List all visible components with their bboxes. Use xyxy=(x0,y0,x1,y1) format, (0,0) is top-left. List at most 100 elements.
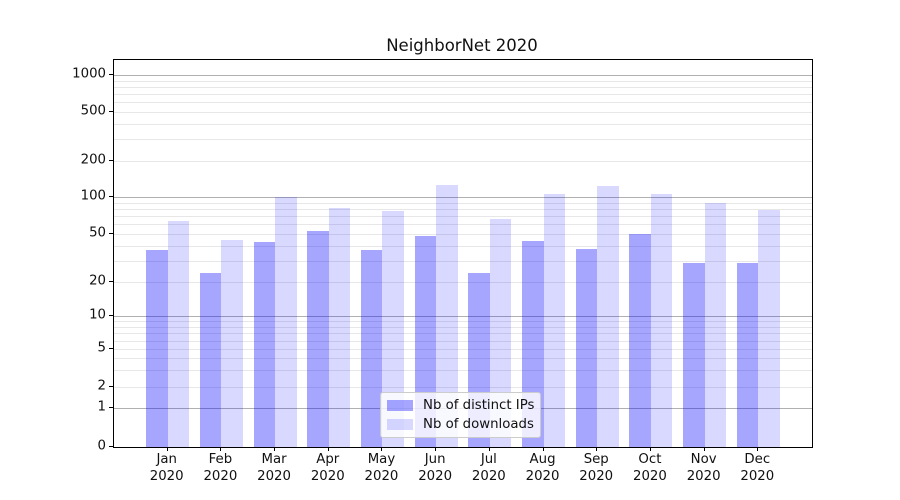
x-tick-year: 2020 xyxy=(471,468,506,484)
x-tick-month: Dec xyxy=(744,452,771,467)
y-tick-mark xyxy=(109,232,113,234)
gridline-minor xyxy=(114,216,812,218)
gridline-minor xyxy=(114,86,812,88)
x-tick-month: Jul xyxy=(480,452,497,467)
x-tick-month: Mar xyxy=(261,452,287,467)
x-tick-label: Jan 2020 xyxy=(132,452,202,485)
bar-nb-of-downloads-aug xyxy=(543,193,566,447)
gridline-minor xyxy=(114,111,812,113)
gridline-minor xyxy=(114,370,812,372)
x-tick-year: 2020 xyxy=(525,468,560,484)
x-tick-year: 2020 xyxy=(740,468,775,484)
bar-nb-of-downloads-jan xyxy=(167,220,190,447)
x-tick-month: Oct xyxy=(638,452,662,467)
x-tick-mark xyxy=(327,447,329,451)
x-tick-year: 2020 xyxy=(257,468,291,484)
x-tick-label: Apr 2020 xyxy=(293,452,363,485)
gridline-minor xyxy=(114,349,812,351)
gridline-major xyxy=(114,75,812,76)
bar-nb-of-downloads-dec xyxy=(758,209,780,447)
x-tick-label: May 2020 xyxy=(346,452,416,485)
gridline-minor xyxy=(114,209,812,211)
bar-nb-of-distinct-ips-may xyxy=(360,249,383,447)
y-tick-mark xyxy=(109,348,113,350)
x-tick-label: Aug 2020 xyxy=(508,452,578,485)
x-tick-mark xyxy=(757,447,759,451)
bar-nb-of-distinct-ips-mar xyxy=(253,241,276,447)
bar-nb-of-downloads-mar xyxy=(275,197,297,447)
plot-area xyxy=(113,59,813,448)
y-tick-mark xyxy=(109,196,113,198)
x-tick-year: 2020 xyxy=(579,468,614,484)
x-tick-month: Sep xyxy=(583,452,609,467)
gridline-minor xyxy=(114,261,812,263)
gridline-minor xyxy=(114,123,812,125)
x-tick-mark xyxy=(596,447,598,451)
bar-nb-of-distinct-ips-nov xyxy=(683,262,705,447)
x-tick-mark xyxy=(166,447,168,451)
bar-nb-of-downloads-apr xyxy=(328,207,351,447)
y-tick-label: 200 xyxy=(80,152,106,168)
bar-nb-of-downloads-oct xyxy=(650,194,673,447)
y-tick-label: 10 xyxy=(89,307,106,323)
y-tick-label: 1 xyxy=(97,399,106,415)
legend-row-distinct-ips: Nb of distinct IPs xyxy=(387,397,540,413)
gridline-major xyxy=(114,316,812,317)
bar-nb-of-distinct-ips-apr xyxy=(307,230,329,447)
y-tick-label: 5 xyxy=(97,340,106,356)
gridline-minor xyxy=(114,386,812,388)
y-tick-mark xyxy=(109,385,113,387)
x-tick-label: Jun 2020 xyxy=(400,452,470,485)
legend: Nb of distinct IPs Nb of downloads xyxy=(380,392,541,438)
gridline-minor xyxy=(114,321,812,323)
bar-nb-of-distinct-ips-feb xyxy=(199,272,222,447)
bar-nb-of-downloads-sep xyxy=(597,185,619,447)
x-tick-year: 2020 xyxy=(364,468,399,484)
x-tick-label: Sep 2020 xyxy=(561,452,631,485)
legend-label-downloads: Nb of downloads xyxy=(423,416,534,432)
gridline-minor xyxy=(114,102,812,104)
x-tick-mark xyxy=(542,447,544,451)
bar-nb-of-downloads-jul xyxy=(489,219,512,447)
y-tick-mark xyxy=(109,110,113,112)
bar-nb-of-downloads-may xyxy=(382,211,404,447)
y-tick-label: 2 xyxy=(97,378,106,394)
x-tick-year: 2020 xyxy=(418,468,453,484)
x-tick-year: 2020 xyxy=(149,468,184,484)
y-tick-mark xyxy=(109,159,113,161)
y-tick-label: 50 xyxy=(89,225,106,241)
x-tick-month: Aug xyxy=(529,452,556,467)
legend-label-distinct-ips: Nb of distinct IPs xyxy=(423,397,535,413)
x-tick-mark xyxy=(649,447,651,451)
x-tick-month: Jun xyxy=(424,452,446,467)
legend-row-downloads: Nb of downloads xyxy=(387,416,540,432)
x-tick-mark xyxy=(220,447,222,451)
gridline-minor xyxy=(114,93,812,95)
bar-nb-of-distinct-ips-jan xyxy=(146,249,168,447)
y-tick-mark xyxy=(109,74,113,75)
gridline-minor xyxy=(114,358,812,360)
gridline-minor xyxy=(114,340,812,342)
x-tick-label: Dec 2020 xyxy=(722,452,792,485)
gridline-minor xyxy=(114,224,812,226)
x-tick-year: 2020 xyxy=(633,468,667,484)
bar-nb-of-distinct-ips-dec xyxy=(736,262,759,447)
y-tick-label: 0 xyxy=(97,438,106,454)
x-tick-mark xyxy=(435,447,437,451)
y-tick-label: 20 xyxy=(89,273,106,289)
y-tick-mark xyxy=(109,281,113,283)
x-tick-year: 2020 xyxy=(310,468,345,484)
x-tick-month: May xyxy=(367,452,396,467)
x-tick-month: Apr xyxy=(316,452,340,467)
y-tick-label: 100 xyxy=(80,188,106,204)
y-tick-mark xyxy=(109,315,113,316)
bar-nb-of-downloads-feb xyxy=(221,239,243,447)
bar-nb-of-downloads-nov xyxy=(704,202,727,447)
gridline-minor xyxy=(114,80,812,82)
bar-nb-of-distinct-ips-sep xyxy=(575,248,598,447)
gridline-minor xyxy=(114,333,812,335)
x-tick-label: Nov 2020 xyxy=(669,452,739,485)
x-tick-label: Jul 2020 xyxy=(454,452,524,485)
bar-nb-of-distinct-ips-oct xyxy=(629,233,651,447)
